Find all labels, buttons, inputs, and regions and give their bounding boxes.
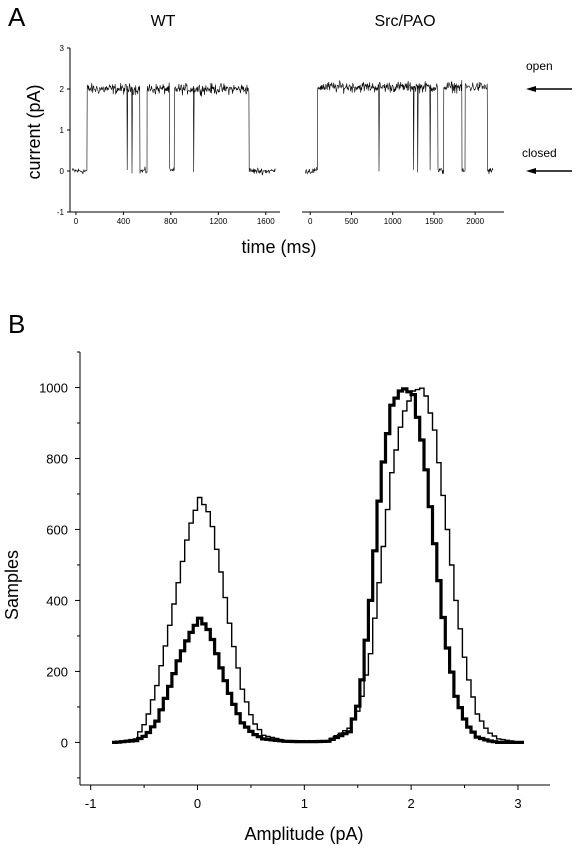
panel-a-y-tick-label: -1 — [57, 208, 65, 217]
trace-title-src-pao: Src/PAO — [374, 13, 435, 30]
panel-b-y-tick-label: 200 — [46, 664, 68, 679]
x-tick-label-wt: 1200 — [209, 217, 227, 226]
panel-b-plot: 0 200 400 600 800 1000 -1 0 1 2 3 — [39, 351, 550, 811]
panel-a-x-axis-label: time (ms) — [242, 237, 317, 257]
x-tick-label-src-pao: 2000 — [466, 217, 484, 226]
closed-arrow-icon — [526, 168, 536, 174]
x-tick-label-src-pao: 500 — [345, 217, 359, 226]
open-arrow-icon — [526, 86, 536, 92]
panel-b-x-tick-label: -1 — [85, 796, 97, 811]
panel-a-letter: A — [8, 2, 26, 32]
current-trace-src-pao — [305, 80, 494, 175]
panel-b-y-tick-label: 1000 — [39, 380, 68, 395]
x-tick-label-wt: 0 — [74, 217, 79, 226]
panel-b-x-tick-label: 3 — [514, 796, 521, 811]
panel-a-y-tick-label: 3 — [60, 44, 65, 53]
open-state-label: open — [526, 59, 553, 73]
panel-a-y-tick-label: 1 — [60, 126, 65, 135]
x-tick-label-src-pao: 1500 — [425, 217, 443, 226]
histogram-thick — [112, 387, 524, 744]
current-trace-wt — [72, 82, 276, 176]
panel-b-y-tick-label: 400 — [46, 593, 68, 608]
panel-b-y-tick-label: 600 — [46, 522, 68, 537]
panel-b-y-tick-label: 800 — [46, 451, 68, 466]
x-tick-label-wt: 1600 — [257, 217, 275, 226]
panel-a-y-tick-label: 0 — [60, 167, 65, 176]
panel-a-y-tick-label: 2 — [60, 85, 65, 94]
panel-b-letter: B — [8, 309, 25, 339]
state-markers: open closed — [522, 59, 572, 174]
trace-title-wt: WT — [151, 13, 176, 30]
histogram-thin — [112, 387, 524, 744]
panel-b-x-axis-label: Amplitude (pA) — [244, 824, 363, 844]
panel-a-traces: -1 0 1 2 3 WT 0 400 800 1200 1600 Src/PAO 0 500 1000 15… — [57, 13, 504, 226]
x-tick-label-src-pao: 0 — [308, 217, 313, 226]
closed-state-label: closed — [522, 146, 557, 160]
panel-b-x-tick-label: 1 — [301, 796, 308, 811]
panel-b-x-tick-label: 2 — [408, 796, 415, 811]
panel-a-y-axis-label: current (pA) — [24, 84, 44, 179]
x-tick-label-wt: 400 — [117, 217, 131, 226]
x-tick-label-src-pao: 1000 — [384, 217, 402, 226]
x-tick-label-wt: 800 — [164, 217, 178, 226]
panel-b-x-tick-label: 0 — [194, 796, 201, 811]
panel-b-y-tick-label: 0 — [61, 735, 68, 750]
panel-b-y-axis-label: Samples — [2, 550, 22, 620]
